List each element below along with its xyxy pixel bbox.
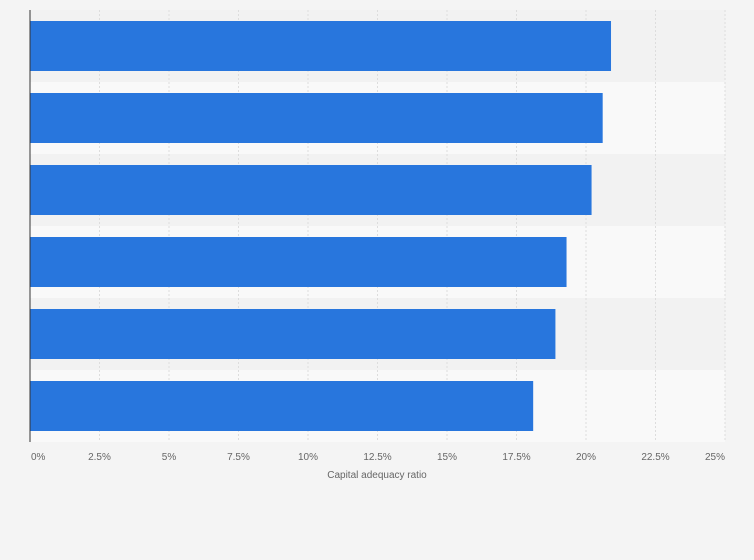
gridlines <box>99 10 726 442</box>
bar[interactable] <box>30 165 592 215</box>
x-tick-label: 10% <box>298 452 318 463</box>
x-tick-labels: 0% 2.5% 5% 7.5% 10% 12.5% 15% 17.5% 20% 22.5% 25% <box>31 452 725 463</box>
bar[interactable] <box>30 93 603 143</box>
x-tick-label: 2.5% <box>88 452 111 463</box>
x-tick-label: 20% <box>576 452 596 463</box>
x-tick-label: 25% <box>705 452 725 463</box>
bar[interactable] <box>30 21 612 71</box>
x-tick-label: 5% <box>162 452 177 463</box>
x-tick-label: 17.5% <box>502 452 530 463</box>
bars <box>30 21 612 431</box>
x-tick-label: 22.5% <box>641 452 669 463</box>
bar[interactable] <box>30 381 534 431</box>
x-tick-label: 15% <box>437 452 457 463</box>
bar[interactable] <box>30 237 567 287</box>
bar[interactable] <box>30 309 556 359</box>
x-axis-title: Capital adequacy ratio <box>327 470 427 481</box>
x-tick-label: 0% <box>31 452 46 463</box>
x-tick-label: 7.5% <box>227 452 250 463</box>
x-tick-label: 12.5% <box>363 452 391 463</box>
